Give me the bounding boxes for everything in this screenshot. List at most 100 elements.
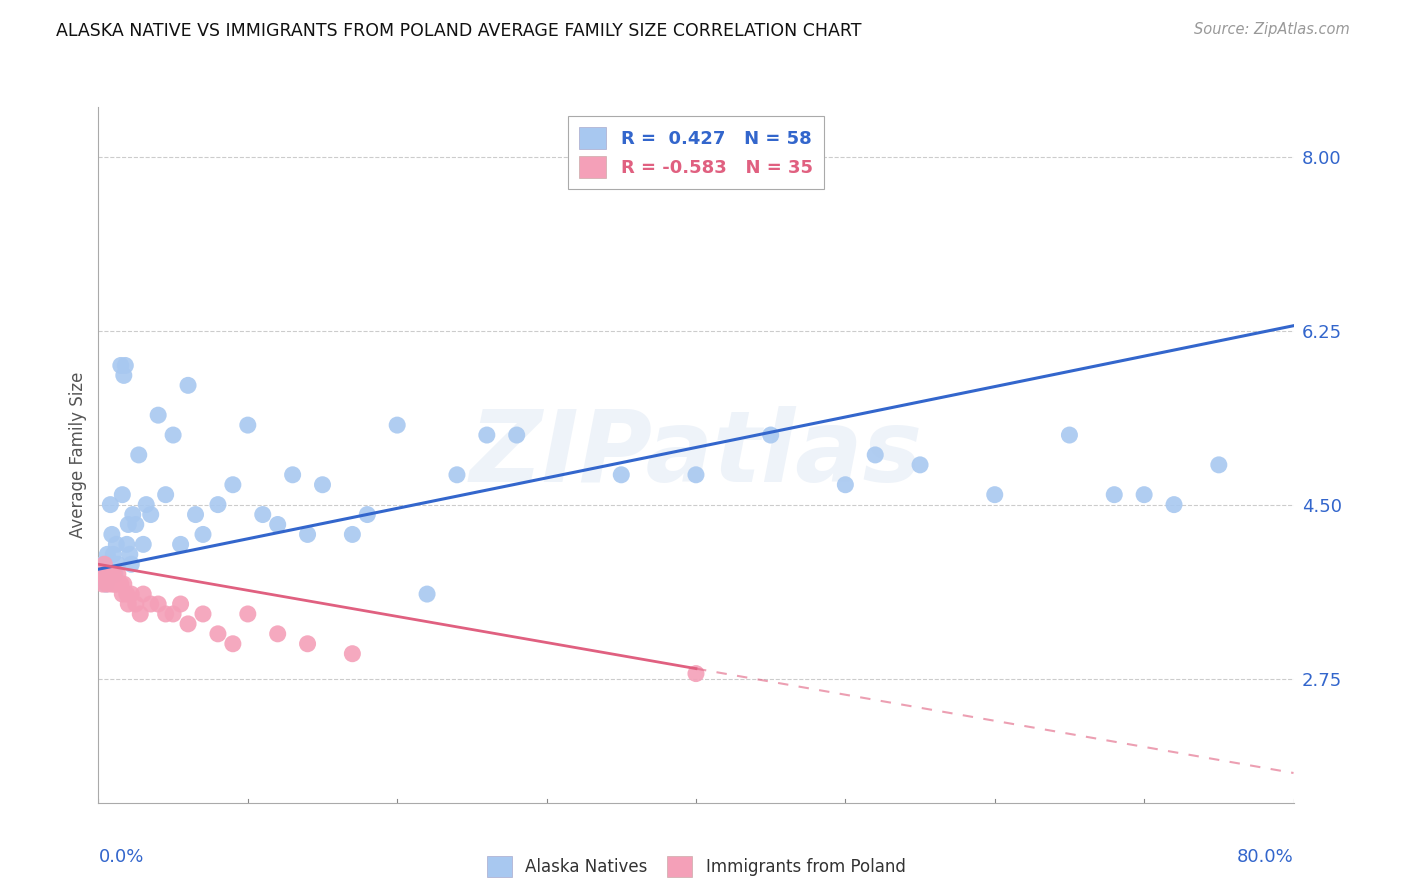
Point: [177, 378, 200, 392]
Point: [207, 627, 229, 641]
Point: [117, 597, 139, 611]
Point: [107, 567, 129, 582]
Point: [863, 448, 887, 462]
Point: [155, 488, 177, 502]
Point: [91, 577, 114, 591]
Point: [169, 537, 191, 551]
Point: [94, 567, 117, 582]
Point: [128, 448, 150, 462]
Point: [908, 458, 931, 472]
Point: [100, 498, 122, 512]
Point: [101, 577, 124, 591]
Point: [120, 558, 142, 572]
Point: [984, 488, 1007, 502]
Point: [385, 418, 409, 433]
Legend: Alaska Natives, Immigrants from Poland: Alaska Natives, Immigrants from Poland: [478, 848, 914, 885]
Point: [297, 527, 319, 541]
Point: [759, 428, 782, 442]
Text: Source: ZipAtlas.com: Source: ZipAtlas.com: [1194, 22, 1350, 37]
Point: [105, 577, 128, 591]
Point: [132, 537, 155, 551]
Point: [103, 547, 125, 561]
Point: [281, 467, 304, 482]
Point: [685, 666, 707, 681]
Point: [103, 567, 125, 582]
Point: [129, 607, 152, 621]
Point: [311, 477, 333, 491]
Point: [342, 647, 364, 661]
Point: [111, 488, 134, 502]
Point: [114, 359, 136, 373]
Point: [101, 527, 124, 541]
Point: [610, 467, 633, 482]
Point: [267, 517, 290, 532]
Text: 0.0%: 0.0%: [98, 848, 143, 866]
Point: [297, 637, 319, 651]
Point: [446, 467, 468, 482]
Point: [222, 477, 245, 491]
Point: [685, 467, 707, 482]
Point: [236, 607, 259, 621]
Point: [132, 587, 155, 601]
Point: [475, 428, 498, 442]
Point: [148, 597, 170, 611]
Point: [91, 558, 114, 572]
Text: 80.0%: 80.0%: [1237, 848, 1294, 866]
Point: [356, 508, 378, 522]
Point: [1133, 488, 1156, 502]
Point: [207, 498, 229, 512]
Point: [117, 517, 139, 532]
Point: [93, 558, 115, 572]
Point: [252, 508, 274, 522]
Point: [1208, 458, 1230, 472]
Point: [97, 567, 120, 582]
Point: [148, 408, 170, 422]
Point: [104, 567, 127, 582]
Point: [104, 577, 127, 591]
Point: [96, 547, 118, 561]
Point: [416, 587, 439, 601]
Point: [112, 368, 135, 383]
Point: [94, 577, 117, 591]
Point: [111, 587, 134, 601]
Point: [110, 359, 132, 373]
Point: [191, 527, 214, 541]
Point: [834, 477, 856, 491]
Point: [100, 567, 122, 582]
Point: [105, 537, 128, 551]
Point: [191, 607, 214, 621]
Point: [115, 537, 138, 551]
Point: [96, 577, 118, 591]
Point: [121, 508, 143, 522]
Y-axis label: Average Family Size: Average Family Size: [69, 372, 87, 538]
Point: [118, 547, 141, 561]
Point: [1102, 488, 1125, 502]
Point: [184, 508, 207, 522]
Point: [1163, 498, 1185, 512]
Point: [135, 498, 157, 512]
Point: [342, 527, 364, 541]
Point: [169, 597, 191, 611]
Point: [90, 567, 112, 582]
Point: [115, 587, 138, 601]
Point: [125, 597, 148, 611]
Point: [107, 558, 129, 572]
Text: ALASKA NATIVE VS IMMIGRANTS FROM POLAND AVERAGE FAMILY SIZE CORRELATION CHART: ALASKA NATIVE VS IMMIGRANTS FROM POLAND …: [56, 22, 862, 40]
Point: [177, 616, 200, 631]
Point: [139, 597, 162, 611]
Point: [162, 428, 184, 442]
Point: [236, 418, 259, 433]
Point: [97, 567, 120, 582]
Point: [267, 627, 290, 641]
Point: [222, 637, 245, 651]
Point: [112, 577, 135, 591]
Point: [110, 577, 132, 591]
Point: [1059, 428, 1081, 442]
Point: [155, 607, 177, 621]
Point: [506, 428, 529, 442]
Point: [120, 587, 142, 601]
Text: ZIPatlas: ZIPatlas: [470, 407, 922, 503]
Point: [162, 607, 184, 621]
Point: [139, 508, 162, 522]
Point: [125, 517, 148, 532]
